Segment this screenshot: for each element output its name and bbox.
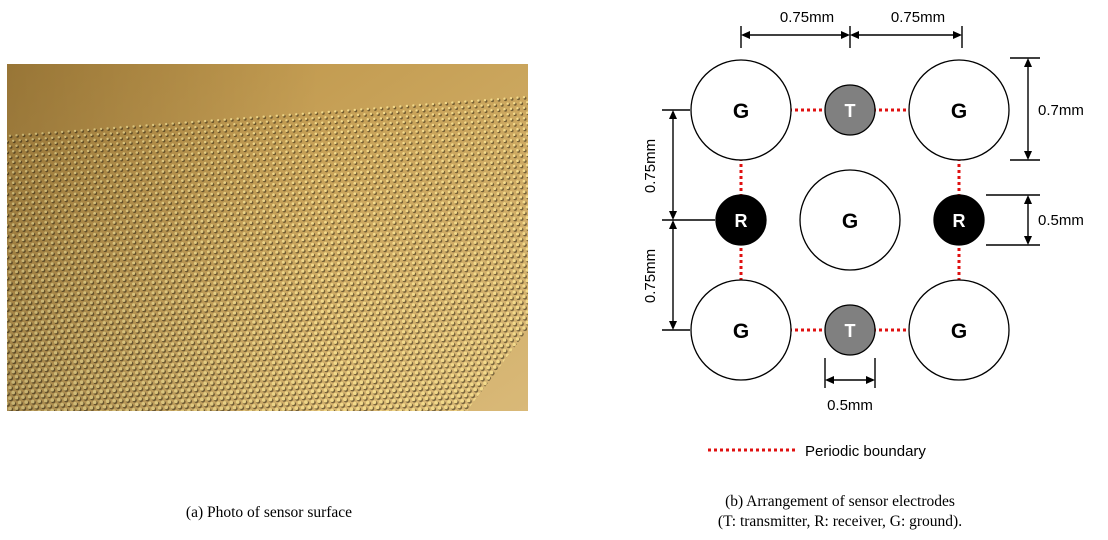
ground-electrode: G [690, 279, 792, 381]
pitch-vertical-bottom-label: 0.75mm [642, 249, 659, 303]
caption-diagram-line2: (T: transmitter, R: receiver, G: ground)… [717, 513, 963, 530]
ground-label: G [733, 320, 749, 343]
caption-diagram: (b) Arrangement of sensor electrodes (T:… [600, 492, 1080, 532]
ground-label: G [733, 100, 749, 123]
receiver-diameter-label: 0.5mm [1038, 212, 1084, 229]
ground-electrode: G [799, 169, 901, 271]
ground-label: G [951, 320, 967, 343]
transmitter-label: T [845, 321, 856, 341]
ground-electrode: G [690, 59, 792, 161]
photo-shading [7, 64, 528, 411]
legend-label: Periodic boundary [805, 443, 926, 460]
receiver-electrode: R [933, 194, 985, 246]
transmitter-electrode: T [824, 84, 876, 136]
dimension-arrowheads [669, 31, 1032, 384]
ground-diameter-label: 0.7mm [1038, 102, 1084, 119]
receiver-label: R [735, 211, 748, 231]
dimension-lines [662, 26, 1040, 388]
transmitter-label: T [845, 101, 856, 121]
pitch-vertical-top-label: 0.75mm [642, 139, 659, 193]
ground-label: G [951, 100, 967, 123]
ground-label: G [842, 210, 858, 233]
transmitter-diameter-label: 0.5mm [827, 397, 873, 414]
ground-electrode: G [908, 279, 1010, 381]
transmitter-electrode: T [824, 304, 876, 356]
receiver-label: R [953, 211, 966, 231]
pitch-horizontal-left-label: 0.75mm [780, 9, 834, 26]
sensor-surface-photo [7, 64, 528, 411]
electrode-arrangement-diagram: G G G G G T T R R [642, 9, 1084, 460]
receiver-electrode: R [715, 194, 767, 246]
caption-diagram-line1: (b) Arrangement of sensor electrodes [725, 493, 955, 510]
ground-electrode: G [908, 59, 1010, 161]
caption-photo: (a) Photo of sensor surface [185, 504, 353, 521]
legend: Periodic boundary [708, 443, 926, 460]
pitch-horizontal-right-label: 0.75mm [891, 9, 945, 26]
